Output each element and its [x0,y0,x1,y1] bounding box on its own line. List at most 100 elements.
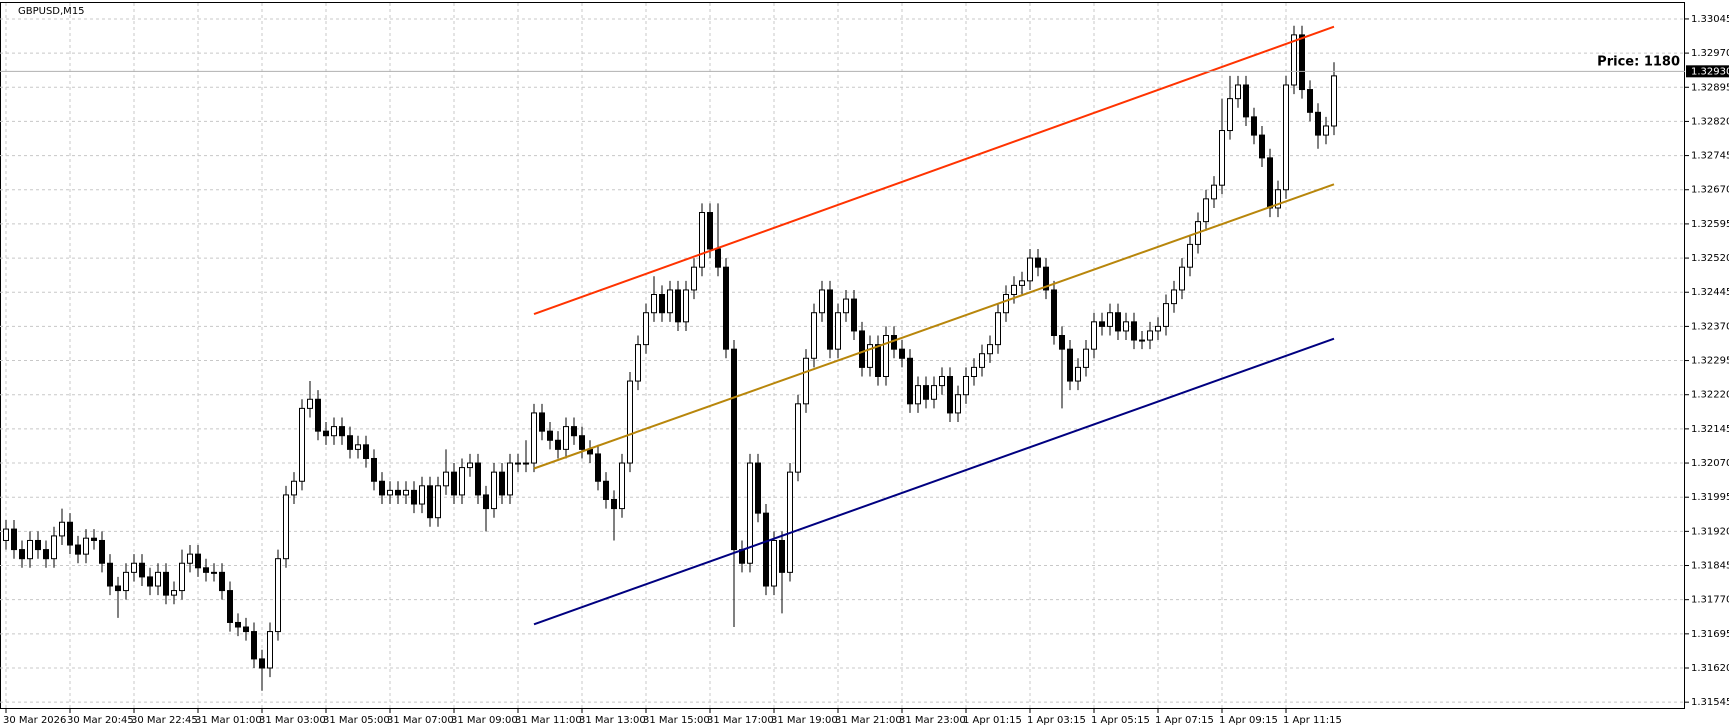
x-tick-label: 31 Mar 15:00 [643,715,710,726]
candle-body [699,212,705,268]
candle-body [1139,339,1145,342]
x-tick-label: 30 Mar 22:45 [131,715,198,726]
candle-body [427,485,433,519]
candle-body [955,394,961,414]
y-tick-label: 1.31845 [1691,561,1729,572]
candle-body [515,462,521,465]
candle-body [1035,257,1041,268]
candle-body [723,266,729,350]
candle-body [1171,289,1177,305]
y-tick-label: 1.32745 [1691,151,1729,162]
channel-line [533,25,1335,316]
x-tick-label: 31 Mar 07:00 [387,715,454,726]
y-tick-label: 1.31920 [1691,526,1729,537]
candle-body [1107,312,1113,327]
candle-body [91,537,97,541]
grid [0,3,1689,713]
candle-body [379,480,385,496]
candle-body [651,294,657,314]
price-annotation: Price: 1180 [1597,55,1680,70]
candle-body [115,585,121,592]
candle-body [1203,198,1209,223]
candle-body [1075,366,1081,382]
candle-body [763,512,769,587]
candle-body [211,571,217,574]
candle-body [747,462,753,564]
y-tick-label: 1.32070 [1691,458,1729,469]
candle-body [1123,321,1129,332]
candle-body [603,480,609,500]
candle-body [1219,130,1225,186]
candle-body [779,539,785,573]
candle-body [35,539,41,551]
candle-body [507,462,513,496]
candle-body [219,571,225,592]
candle-body [1011,284,1017,296]
candle-body [795,403,801,473]
candle-body [435,485,441,519]
y-tick-label: 1.33045 [1691,14,1729,25]
candle-body [611,498,617,510]
x-tick-label: 1 Apr 11:15 [1283,715,1342,726]
candle-body [963,375,969,396]
candle-body [1163,303,1169,327]
candle-body [139,562,145,578]
candle-body [323,430,329,437]
x-tick-label: 31 Mar 03:00 [259,715,326,726]
candle-body [11,528,17,551]
candle-body [1091,321,1097,350]
candle-body [163,571,169,596]
candle-body [643,312,649,346]
candle-body [1051,289,1057,337]
candle-body [1267,157,1273,209]
y-tick-label: 1.31695 [1691,629,1729,640]
x-tick-label: 31 Mar 05:00 [323,715,390,726]
candle-body [819,289,825,314]
candle-body [539,412,545,432]
candle-body [355,444,361,450]
candle-body [259,658,265,669]
x-tick-label: 30 Mar 20:45 [67,715,134,726]
candle-body [875,344,881,377]
x-tick-label: 1 Apr 03:15 [1027,715,1086,726]
candle-body [267,631,273,669]
current-price-box [1686,65,1729,78]
candle-body [1307,89,1313,113]
candle-body [931,385,937,400]
candle-body [987,344,993,355]
candle-body [147,576,153,587]
candle-body [1099,321,1105,327]
candle-body [995,312,1001,346]
y-tick-label: 1.32295 [1691,356,1729,367]
candle-body [755,462,761,514]
candle-body [939,375,945,387]
x-tick-label: 31 Mar 19:00 [771,715,838,726]
candle-body [243,626,249,633]
candle-body [187,553,193,564]
candle-body [179,562,185,592]
candle-body [1059,335,1065,350]
candle-body [947,375,953,414]
candle-body [1323,125,1329,136]
candle-body [291,480,297,496]
y-tick-label: 1.32145 [1691,424,1729,435]
candle-body [371,457,377,482]
candle-body [667,289,673,314]
candle-body [851,298,857,332]
candle-body [859,330,865,368]
candle-body [251,631,257,660]
candle-body [979,353,985,368]
candle-body [1115,312,1121,332]
y-tick-label: 1.32445 [1691,287,1729,298]
candle-body [715,248,721,268]
candle-body [555,439,561,450]
marks [0,25,1685,691]
candle-body [3,528,9,541]
candle-body [59,521,65,537]
candle-body [499,471,505,496]
candle-body [1283,84,1289,191]
candle-body [491,471,497,510]
candle-body [1067,348,1073,382]
candle-body [451,471,457,496]
y-tick-label: 1.32595 [1691,219,1729,230]
